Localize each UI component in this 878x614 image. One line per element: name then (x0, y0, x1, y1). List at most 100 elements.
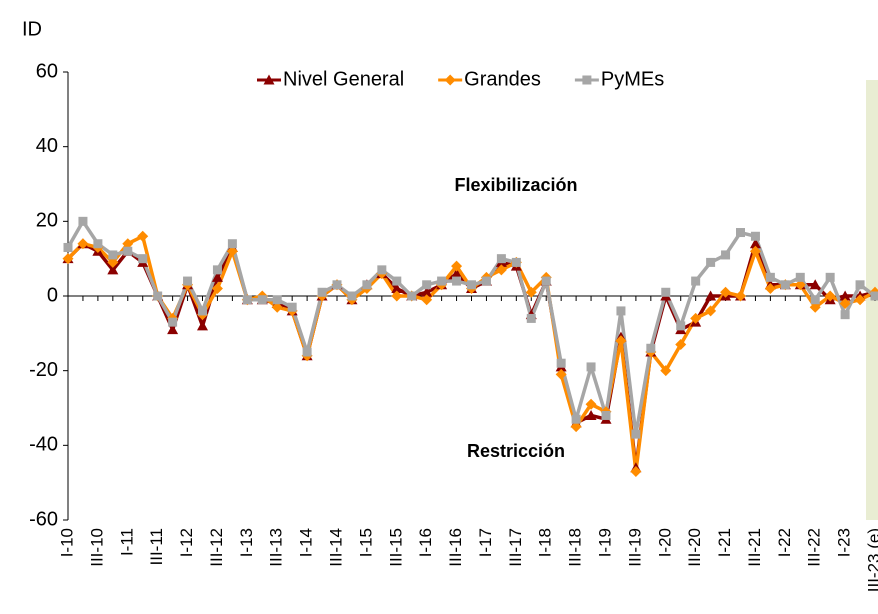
legend-label: Nivel General (283, 68, 404, 90)
data-point (257, 295, 267, 305)
annotation: Flexibilización (454, 175, 577, 195)
x-tick-label: III-12 (207, 528, 226, 567)
data-point (691, 276, 701, 286)
legend-marker (444, 74, 456, 86)
x-tick-label: I-20 (655, 528, 674, 557)
data-point (198, 306, 207, 316)
y-tick-label: 60 (36, 60, 58, 82)
data-point (855, 280, 865, 290)
data-point (226, 245, 238, 257)
data-point (720, 286, 732, 298)
data-point (615, 335, 627, 347)
data-point (570, 421, 582, 433)
x-tick-label: I-18 (536, 528, 555, 557)
data-point (123, 246, 133, 256)
x-tick-label: I-13 (237, 528, 256, 557)
data-point (660, 365, 672, 377)
x-tick-label: I-16 (416, 528, 435, 557)
data-point (825, 272, 835, 282)
series-line (66, 234, 876, 474)
data-point (706, 257, 716, 267)
data-point (601, 410, 611, 420)
x-tick-label: I-21 (715, 528, 734, 557)
data-point (809, 301, 821, 313)
data-point (585, 398, 597, 410)
data-point (167, 324, 179, 335)
x-tick-label: I-14 (297, 528, 316, 557)
data-point (271, 301, 283, 313)
data-point (362, 280, 372, 290)
data-point (287, 302, 297, 312)
x-tick-label: III-18 (566, 528, 585, 567)
data-point (750, 231, 760, 241)
annotation: Restricción (467, 441, 565, 461)
x-tick-label: III-16 (446, 528, 465, 567)
data-point (676, 321, 686, 331)
data-point (646, 343, 656, 353)
legend-label: PyMEs (601, 68, 664, 90)
x-tick-label: III-20 (685, 528, 704, 567)
data-point (495, 264, 507, 276)
x-tick-label: III-10 (87, 528, 106, 567)
data-point (571, 414, 581, 424)
data-point (749, 245, 761, 257)
data-point (780, 280, 790, 290)
y-tick-label: 40 (36, 135, 58, 157)
data-point (705, 305, 717, 317)
x-tick-label: III-21 (745, 528, 764, 567)
x-tick-label: III-14 (326, 528, 345, 567)
y-tick-label: -60 (29, 508, 58, 530)
data-point (211, 271, 223, 282)
y-tick-label: -20 (29, 359, 58, 381)
data-point (153, 291, 163, 301)
data-point (764, 283, 776, 295)
data-point (736, 228, 745, 238)
data-point (705, 290, 717, 301)
data-point (556, 358, 566, 368)
data-point (242, 295, 252, 305)
x-tick-label: I-15 (356, 528, 375, 557)
x-tick-label: III-23 (e) (864, 528, 878, 592)
data-point (421, 294, 433, 306)
data-point (526, 313, 536, 323)
data-point (93, 239, 103, 249)
data-point (63, 242, 73, 252)
x-tick-label: I-23 (835, 528, 854, 557)
data-point (452, 276, 462, 286)
data-point (541, 276, 551, 286)
data-point (421, 286, 433, 297)
data-point (272, 295, 282, 305)
data-point (839, 297, 851, 309)
data-point (347, 291, 357, 301)
data-point (467, 280, 476, 290)
data-point (795, 272, 805, 282)
data-point (422, 280, 432, 290)
data-point (168, 317, 178, 327)
data-point (437, 276, 447, 286)
data-point (839, 290, 851, 301)
x-tick-label: I-10 (57, 528, 76, 557)
data-point (675, 339, 687, 351)
data-point (794, 279, 806, 291)
x-tick-label: III-17 (506, 528, 525, 567)
legend-label: Grandes (464, 68, 541, 90)
data-point (302, 347, 312, 357)
x-tick-label: I-17 (476, 528, 495, 557)
data-point (407, 291, 417, 301)
data-point (183, 276, 193, 286)
data-point (555, 368, 567, 380)
data-point (107, 256, 119, 268)
data-point (77, 238, 89, 250)
data-point (840, 310, 850, 320)
data-point (631, 429, 641, 439)
x-tick-label: III-19 (625, 528, 644, 567)
data-point (211, 283, 223, 295)
x-tick-label: III-22 (805, 528, 824, 567)
data-point (585, 409, 597, 420)
x-tick-label: I-11 (117, 528, 136, 556)
data-point (481, 276, 491, 286)
data-point (824, 290, 836, 302)
data-point (197, 320, 208, 331)
data-point (630, 465, 642, 477)
